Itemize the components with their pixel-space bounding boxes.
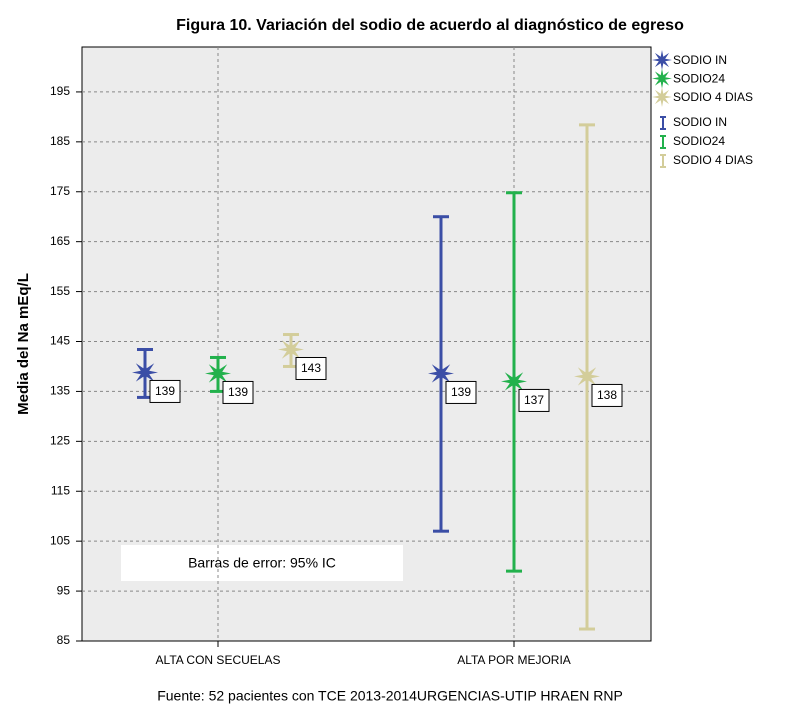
y-tick-label: 195 <box>50 84 70 98</box>
value-label-box <box>149 379 181 403</box>
value-label-box <box>518 388 550 412</box>
value-label: 137 <box>524 393 544 407</box>
y-tick-label: 165 <box>50 234 70 248</box>
value-label-box <box>445 380 477 404</box>
y-tick-label: 135 <box>50 384 70 398</box>
y-tick-label: 95 <box>57 583 71 597</box>
y-tick-label: 145 <box>50 334 70 348</box>
y-tick-label: 85 <box>57 633 71 647</box>
value-label-box <box>295 356 327 380</box>
mean-marker <box>278 336 304 363</box>
legend-marker <box>652 87 672 107</box>
legend-label: SODIO IN <box>673 115 727 129</box>
x-tick-label: ALTA CON SECUELAS <box>156 653 281 667</box>
mean-marker <box>205 360 231 387</box>
value-label-box <box>222 380 254 404</box>
value-label: 138 <box>597 388 617 402</box>
value-label: 139 <box>228 385 248 399</box>
value-label: 139 <box>451 385 471 399</box>
y-tick-label: 185 <box>50 134 70 148</box>
legend-marker <box>652 50 672 70</box>
legend-label: SODIO IN <box>673 53 727 67</box>
mean-marker <box>132 359 158 386</box>
annotation: Barras de error: 95% IC <box>188 555 336 571</box>
footnote: Fuente: 52 pacientes con TCE 2013-2014UR… <box>157 688 623 704</box>
y-axis-label: Media del Na mEq/L <box>15 273 32 415</box>
value-label-box <box>591 383 623 407</box>
chart-title: Figura 10. Variación del sodio de acuerd… <box>176 17 684 34</box>
value-label: 143 <box>301 361 321 375</box>
y-tick-label: 105 <box>50 533 70 547</box>
y-tick-label: 155 <box>50 284 70 298</box>
plot-area <box>81 46 652 642</box>
legend-label: SODIO24 <box>673 134 725 148</box>
annotation-box <box>121 545 403 581</box>
mean-marker <box>428 360 454 387</box>
mean-marker <box>574 363 600 390</box>
value-label: 139 <box>155 384 175 398</box>
legend-marker <box>652 68 672 89</box>
y-tick-label: 175 <box>50 184 70 198</box>
mean-marker <box>501 368 527 395</box>
legend-label: SODIO 4 DIAS <box>673 153 753 167</box>
y-tick-label: 125 <box>50 434 70 448</box>
y-tick-label: 115 <box>51 483 70 497</box>
x-tick-label: ALTA POR MEJORIA <box>457 653 571 667</box>
legend-label: SODIO 4 DIAS <box>673 90 753 104</box>
legend-label: SODIO24 <box>673 72 725 86</box>
